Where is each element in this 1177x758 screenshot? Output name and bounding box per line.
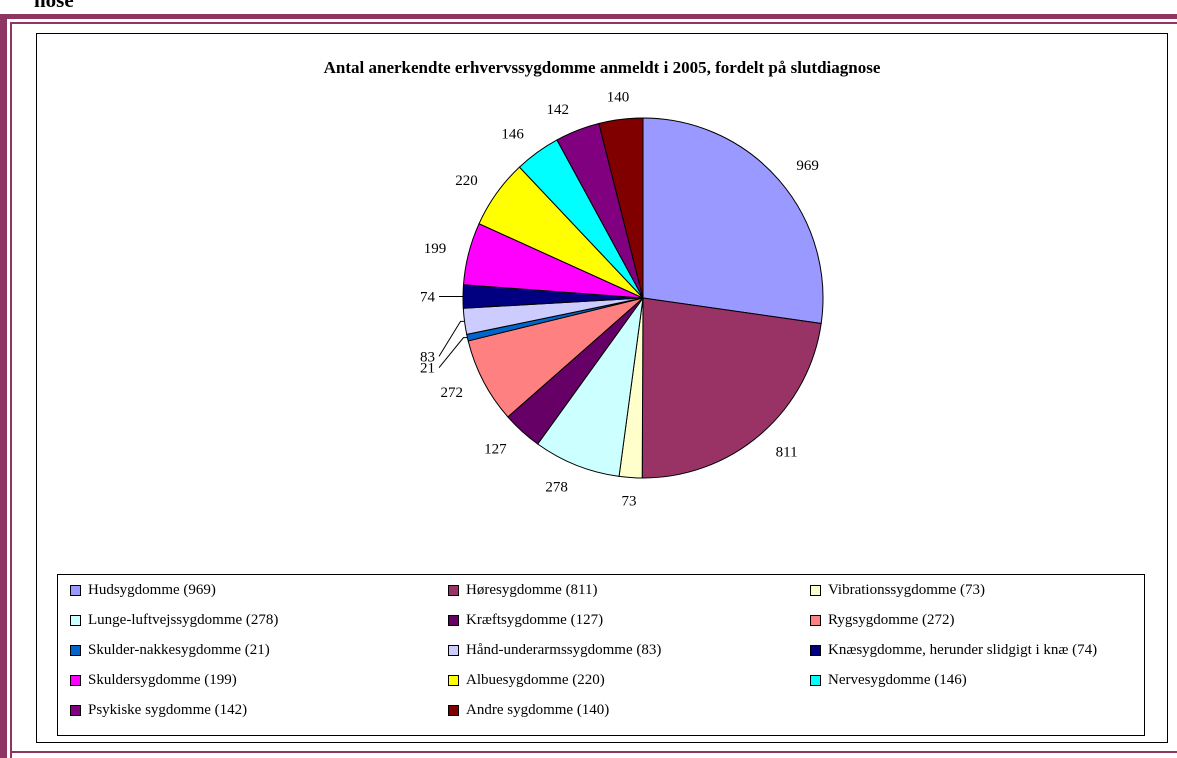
legend-item: Hudsygdomme (969) (70, 582, 216, 599)
legend-swatch (448, 675, 459, 686)
slice-value-label: 278 (545, 480, 568, 496)
frame-bottom-line (10, 751, 1177, 753)
legend-swatch (70, 705, 81, 716)
legend-swatch (70, 645, 81, 656)
legend-item: Vibrationssygdomme (73) (810, 582, 985, 599)
legend-item: Knæsygdomme, herunder slidgigt i knæ (74… (810, 642, 1097, 659)
legend-item: Andre sygdomme (140) (448, 702, 609, 719)
legend-item: Høresygdomme (811) (448, 582, 598, 599)
legend-swatch (70, 615, 81, 626)
legend-swatch (810, 645, 821, 656)
legend-label: Hudsygdomme (969) (88, 582, 216, 598)
slice-value-label: 140 (607, 90, 630, 106)
legend-item: Psykiske sygdomme (142) (70, 702, 247, 719)
legend-item: Kræftsygdomme (127) (448, 612, 603, 629)
legend-item: Skulder-nakkesygdomme (21) (70, 642, 270, 659)
legend-swatch (448, 585, 459, 596)
legend-item: Skuldersygdomme (199) (70, 672, 237, 689)
legend-label: Vibrationssygdomme (73) (828, 582, 985, 598)
slice-value-label: 83 (420, 349, 435, 365)
legend-item: Rygsygdomme (272) (810, 612, 954, 629)
slice-value-label: 73 (622, 494, 637, 510)
legend-label: Nervesygdomme (146) (828, 672, 967, 688)
legend-label: Hånd-underarmssygdomme (83) (466, 642, 662, 658)
legend-swatch (70, 585, 81, 596)
slice-value-label: 142 (547, 102, 570, 118)
legend-label: Skuldersygdomme (199) (88, 672, 237, 688)
chart-area: Antal anerkendte erhvervssygdomme anmeld… (36, 33, 1168, 743)
slice-value-label: 220 (455, 173, 478, 189)
legend-item: Nervesygdomme (146) (810, 672, 967, 689)
slice-value-label: 21 (420, 361, 435, 377)
legend-label: Høresygdomme (811) (466, 582, 598, 598)
legend-label: Lunge-luftvejssygdomme (278) (88, 612, 279, 628)
frame-inner-line (10, 22, 1177, 24)
legend-label: Rygsygdomme (272) (828, 612, 955, 628)
frame-border-top (0, 14, 1177, 19)
legend-label: Albuesygdomme (220) (466, 672, 605, 688)
slice-value-label: 74 (420, 289, 436, 305)
frame-inner-left-line (10, 22, 12, 758)
legend-swatch (810, 675, 821, 686)
legend-label: Knæsygdomme, herunder slidgigt i knæ (74… (828, 642, 1098, 658)
pie-slice (642, 117, 824, 325)
pie-slice (598, 117, 644, 299)
legend-swatch (448, 615, 459, 626)
slice-value-label: 969 (796, 158, 819, 174)
legend-item: Albuesygdomme (220) (448, 672, 605, 689)
leader-line (438, 320, 465, 357)
legend-swatch (448, 645, 459, 656)
legend-label: Psykiske sygdomme (142) (88, 702, 248, 718)
pie-slice (641, 297, 822, 479)
legend-item: Hånd-underarmssygdomme (83) (448, 642, 661, 659)
slice-value-label: 272 (441, 385, 464, 401)
legend-label: Kræftsygdomme (127) (466, 612, 604, 628)
legend-swatch (448, 705, 459, 716)
legend-label: Skulder-nakkesygdomme (21) (88, 642, 270, 658)
slice-value-label: 127 (484, 441, 507, 457)
frame-border-left (0, 14, 7, 758)
legend-label: Andre sygdomme (140) (466, 702, 610, 718)
page-fragment-text: nose (34, 0, 74, 12)
slice-value-label: 811 (776, 445, 798, 461)
leader-line (438, 337, 468, 368)
slice-value-label: 146 (501, 127, 524, 143)
legend-swatch (810, 615, 821, 626)
legend-swatch (70, 675, 81, 686)
slice-value-label: 199 (424, 241, 447, 257)
legend-swatch (810, 585, 821, 596)
chart-legend: Hudsygdomme (969) Høresygdomme (811) Vibra… (57, 574, 1145, 736)
chart-title: Antal anerkendte erhvervssygdomme anmeld… (323, 58, 881, 77)
legend-item: Lunge-luftvejssygdomme (278) (70, 612, 278, 629)
